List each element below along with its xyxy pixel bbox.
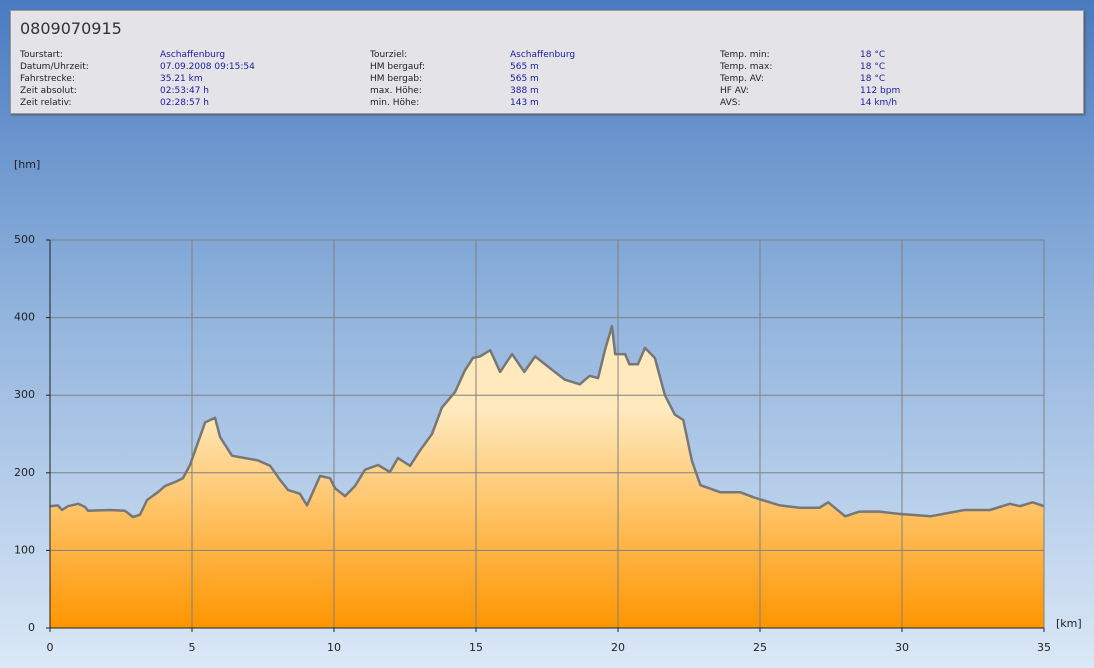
y-tick-label: 200 — [14, 466, 35, 479]
info-value: 02:53:47 h — [160, 86, 209, 96]
info-value: 565 m — [510, 62, 539, 72]
info-label: Datum/Uhrzeit: — [20, 62, 89, 72]
x-tick-label: 10 — [327, 641, 341, 654]
info-value: Aschaffenburg — [510, 50, 576, 60]
info-value: 14 km/h — [860, 98, 898, 108]
info-value: 565 m — [510, 74, 539, 84]
x-axis-label: [km] — [1056, 617, 1082, 630]
info-value: 18 °C — [860, 74, 886, 84]
x-tick-label: 25 — [753, 641, 767, 654]
info-label: HM bergab: — [370, 74, 423, 84]
info-label: Zeit relativ: — [20, 98, 72, 108]
x-tick-label: 20 — [611, 641, 625, 654]
info-label: min. Höhe: — [370, 98, 420, 108]
info-value: 143 m — [510, 98, 539, 108]
info-label: AVS: — [720, 98, 741, 108]
x-tick-label: 30 — [895, 641, 909, 654]
info-label: Tourziel: — [370, 50, 408, 60]
info-label: max. Höhe: — [370, 86, 422, 96]
x-tick-label: 5 — [189, 641, 196, 654]
x-tick-label: 35 — [1037, 641, 1051, 654]
info-label: Tourstart: — [20, 50, 63, 60]
info-label: HF AV: — [720, 86, 749, 96]
info-value: 07.09.2008 09:15:54 — [160, 62, 255, 72]
info-value: 112 bpm — [860, 86, 901, 96]
x-tick-label: 0 — [47, 641, 54, 654]
info-value: 388 m — [510, 86, 539, 96]
tour-title: 0809070915 — [20, 19, 122, 38]
elevation-line — [49, 324, 1045, 519]
info-value: 18 °C — [860, 50, 886, 60]
info-label: Temp. AV: — [720, 74, 764, 84]
x-tick-label: 15 — [469, 641, 483, 654]
info-label: Zeit absolut: — [20, 86, 77, 96]
info-panel: 0809070915 Tourstart: Aschaffenburg Datum/… — [10, 10, 1084, 114]
info-value: 02:28:57 h — [160, 98, 209, 108]
y-axis-label: [hm] — [14, 158, 40, 171]
info-value: Aschaffenburg — [160, 50, 226, 60]
info-label: HM bergauf: — [370, 62, 425, 72]
info-label: Temp. max: — [720, 62, 773, 72]
info-label: Fahrstrecke: — [20, 74, 75, 84]
info-label: Temp. min: — [720, 50, 770, 60]
area-fill — [50, 326, 1044, 628]
y-tick-label: 300 — [14, 388, 35, 401]
y-tick-label: 0 — [28, 621, 35, 634]
y-tick-label: 400 — [14, 311, 35, 324]
y-tick-label: 500 — [14, 233, 35, 246]
info-value: 35.21 km — [160, 74, 203, 84]
info-value: 18 °C — [860, 62, 886, 72]
y-tick-label: 100 — [14, 543, 35, 556]
